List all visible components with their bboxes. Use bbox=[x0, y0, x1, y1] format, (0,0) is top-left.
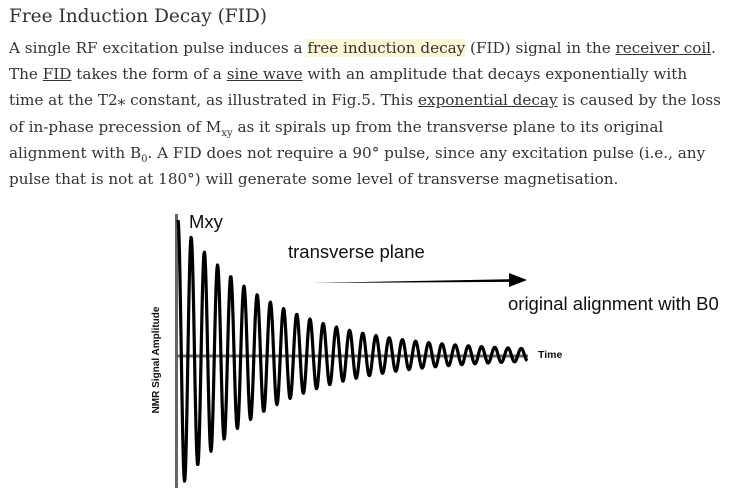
label-mxy: Mxy bbox=[189, 211, 224, 232]
text-segment: . The bbox=[9, 39, 716, 84]
text-segment: (FID) signal in the bbox=[465, 39, 616, 57]
subscript-0: 0 bbox=[141, 153, 148, 165]
body-paragraph: A single RF excitation pulse induces a f… bbox=[9, 35, 721, 192]
text-segment: A single RF excitation pulse induces a bbox=[9, 39, 308, 57]
text-segment: . A FID does not require a 90° pulse, si… bbox=[9, 143, 706, 189]
highlighted-term-fid[interactable]: free induction decay bbox=[307, 39, 466, 57]
label-transverse-plane: transverse plane bbox=[288, 241, 425, 262]
link-sine-wave[interactable]: sine wave bbox=[226, 65, 303, 84]
section-title: Free Induction Decay (FID) bbox=[9, 6, 267, 27]
y-axis-label: NMR Signal Amplitude bbox=[151, 306, 162, 413]
arrow-shaft bbox=[311, 279, 512, 283]
text-segment: as it spirals up from the transverse pla… bbox=[9, 117, 664, 162]
text-segment: takes the form of a bbox=[71, 65, 227, 84]
link-fid[interactable]: FID bbox=[42, 65, 72, 84]
arrow-head bbox=[509, 273, 527, 287]
fid-signal-curve bbox=[176, 219, 529, 483]
subscript-xy: xy bbox=[221, 127, 233, 139]
label-original-alignment: original alignment with B0 bbox=[508, 293, 719, 314]
x-axis-label: Time bbox=[538, 349, 562, 361]
text-segment: is caused by the loss of in-phase preces… bbox=[9, 91, 721, 136]
transverse-arrow bbox=[311, 273, 527, 287]
link-exponential-decay[interactable]: exponential decay bbox=[418, 91, 558, 110]
link-receiver-coil[interactable]: receiver coil bbox=[615, 39, 712, 57]
text-segment: with an amplitude that decays exponentia… bbox=[9, 65, 688, 110]
